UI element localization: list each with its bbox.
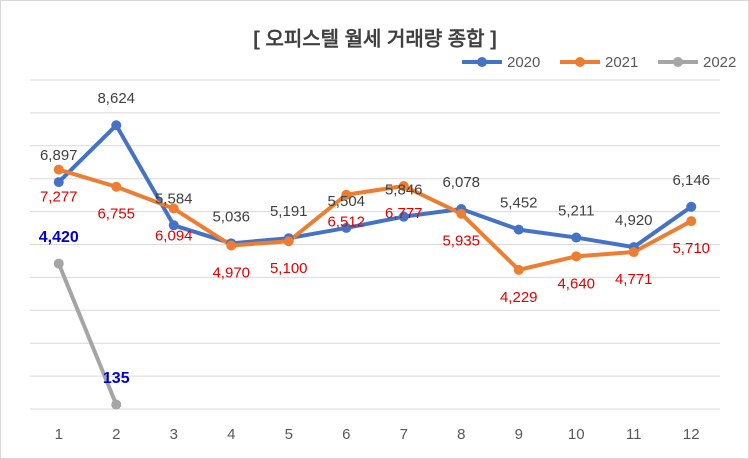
point bbox=[686, 216, 697, 227]
x-tick-label: 11 bbox=[626, 426, 642, 443]
data-label: 4,771 bbox=[615, 271, 653, 288]
point bbox=[341, 189, 352, 200]
data-label: 7,277 bbox=[40, 189, 78, 206]
point bbox=[398, 211, 409, 222]
data-label: 4,420 bbox=[39, 229, 79, 246]
x-tick-label: 9 bbox=[515, 426, 523, 443]
point bbox=[111, 120, 122, 131]
x-tick-label: 8 bbox=[457, 426, 465, 443]
series-line bbox=[56, 262, 119, 406]
chart-title: [ 오피스텔 월세 거래량 종합 ] bbox=[253, 27, 497, 50]
point bbox=[628, 247, 639, 258]
data-label: 5,191 bbox=[270, 203, 308, 220]
data-label: 6,755 bbox=[97, 206, 135, 223]
x-tick-label: 3 bbox=[170, 426, 178, 443]
point bbox=[111, 181, 122, 192]
point bbox=[226, 240, 237, 251]
point bbox=[283, 236, 294, 247]
point bbox=[341, 222, 352, 233]
data-label: 8,624 bbox=[97, 90, 135, 107]
x-tick-label: 5 bbox=[285, 426, 293, 443]
legend-marker bbox=[673, 57, 683, 67]
point bbox=[513, 224, 524, 235]
x-tick-label: 6 bbox=[342, 426, 350, 443]
legend-label: 2020 bbox=[507, 54, 540, 71]
legend-marker bbox=[575, 57, 585, 67]
series-line bbox=[58, 167, 693, 272]
point bbox=[168, 203, 179, 214]
data-label: 6,094 bbox=[155, 227, 193, 244]
point bbox=[571, 232, 582, 243]
data-label: 5,710 bbox=[672, 240, 710, 257]
data-label: 6,897 bbox=[40, 147, 78, 164]
data-label: 5,846 bbox=[385, 182, 423, 199]
data-label: 135 bbox=[103, 370, 130, 387]
data-label: 4,970 bbox=[212, 264, 250, 281]
data-label: 4,640 bbox=[557, 275, 595, 292]
point bbox=[53, 258, 64, 269]
data-label: 5,504 bbox=[327, 193, 365, 210]
x-tick-label: 12 bbox=[683, 426, 700, 443]
data-label: 6,146 bbox=[672, 172, 710, 189]
data-label: 6,512 bbox=[327, 214, 365, 231]
legend-label: 2021 bbox=[605, 54, 638, 71]
point bbox=[111, 399, 122, 410]
data-label: 5,452 bbox=[500, 195, 538, 212]
point bbox=[456, 208, 467, 219]
point bbox=[53, 177, 64, 188]
data-label: 4,229 bbox=[500, 289, 538, 306]
data-label: 4,920 bbox=[615, 212, 653, 229]
data-label: 6,078 bbox=[442, 174, 480, 191]
data-label: 5,211 bbox=[558, 203, 594, 220]
x-tick-label: 10 bbox=[568, 426, 585, 443]
series-line bbox=[57, 123, 693, 250]
x-tick-label: 1 bbox=[55, 426, 63, 443]
point bbox=[398, 181, 409, 192]
legend-label: 2022 bbox=[703, 54, 736, 71]
data-label: 5,584 bbox=[155, 190, 193, 207]
point bbox=[571, 251, 582, 262]
point bbox=[513, 264, 524, 275]
data-label: 5,036 bbox=[212, 208, 250, 225]
data-label: 5,935 bbox=[442, 233, 480, 250]
data-label: 6,777 bbox=[385, 205, 423, 222]
legend-marker bbox=[477, 57, 487, 67]
x-tick-label: 4 bbox=[227, 426, 235, 443]
point bbox=[53, 164, 64, 175]
point bbox=[168, 220, 179, 231]
x-tick-label: 7 bbox=[400, 426, 408, 443]
data-label: 5,100 bbox=[270, 260, 308, 277]
point bbox=[686, 201, 697, 212]
x-tick-label: 2 bbox=[112, 426, 120, 443]
